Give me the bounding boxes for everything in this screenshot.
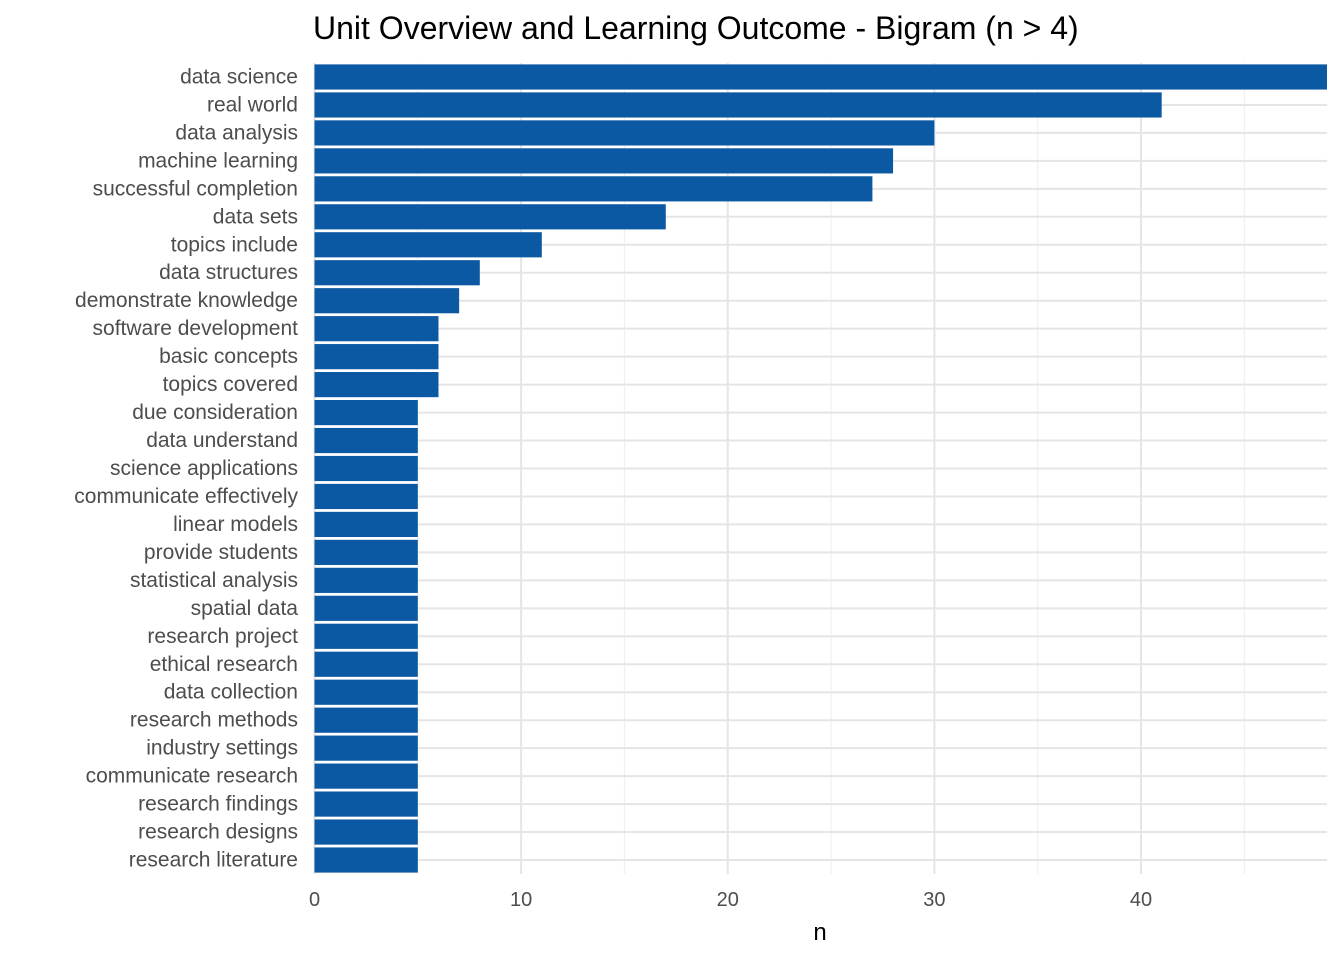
bar [314,288,460,314]
category-label: statistical analysis [130,569,298,592]
x-tick-label: 10 [510,889,532,911]
bar [314,260,480,286]
bar [314,819,418,845]
x-axis-title: n [813,919,826,946]
x-tick-labels: 0 10 20 30 40 [309,889,1152,911]
bar [314,427,418,454]
bar [314,204,666,230]
category-label: demonstrate knowledge [75,289,298,312]
category-label: data collection [164,681,298,704]
x-tick-label: 0 [309,889,320,911]
bar [314,483,418,510]
bar [314,455,418,482]
bar [314,316,439,342]
bar [314,176,873,202]
category-label: data structures [159,261,298,284]
category-label: data analysis [175,121,298,144]
bar [314,372,439,398]
bar [314,92,1162,118]
bar [314,763,418,789]
category-label: successful completion [93,177,298,200]
bar [314,539,418,565]
bar [314,120,935,146]
category-label: linear models [173,513,298,536]
bar [314,847,418,873]
x-tick-label: 30 [923,889,945,911]
category-label: machine learning [138,149,298,172]
category-label: topics covered [163,373,298,396]
bar [314,148,894,174]
category-label: real world [207,93,298,116]
bar [314,651,418,677]
bar [314,595,418,621]
bar [314,623,418,649]
category-label: industry settings [146,737,298,760]
bar [314,344,439,370]
category-label: research literature [129,849,298,872]
category-label: research designs [138,821,298,844]
x-tick-label: 40 [1130,889,1152,911]
bars [314,64,1327,873]
bar [314,707,418,733]
x-tick-label: 20 [717,889,739,911]
category-labels: data science real world data analysis machi… [74,65,298,871]
category-label: research findings [138,793,298,816]
category-label: software development [93,317,299,340]
chart-title: Unit Overview and Learning Outcome - Big… [313,10,1079,46]
category-label: due consideration [132,401,298,424]
category-label: communicate effectively [74,485,298,508]
bar [314,791,418,817]
category-label: topics include [171,233,298,256]
category-label: basic concepts [159,345,298,368]
bar [314,679,418,705]
category-label: communicate research [86,765,298,788]
category-label: research methods [130,709,298,732]
bar [314,567,418,593]
category-label: science applications [110,457,298,480]
category-label: data science [180,65,298,88]
category-label: ethical research [150,653,298,676]
bar [314,399,418,426]
bar [314,64,1327,90]
category-label: data understand [146,429,298,452]
bar [314,232,542,258]
category-label: spatial data [191,597,299,620]
category-label: research project [147,625,298,648]
bar [314,735,418,761]
category-label: data sets [213,205,298,228]
category-label: provide students [144,541,298,564]
bar [314,511,418,538]
